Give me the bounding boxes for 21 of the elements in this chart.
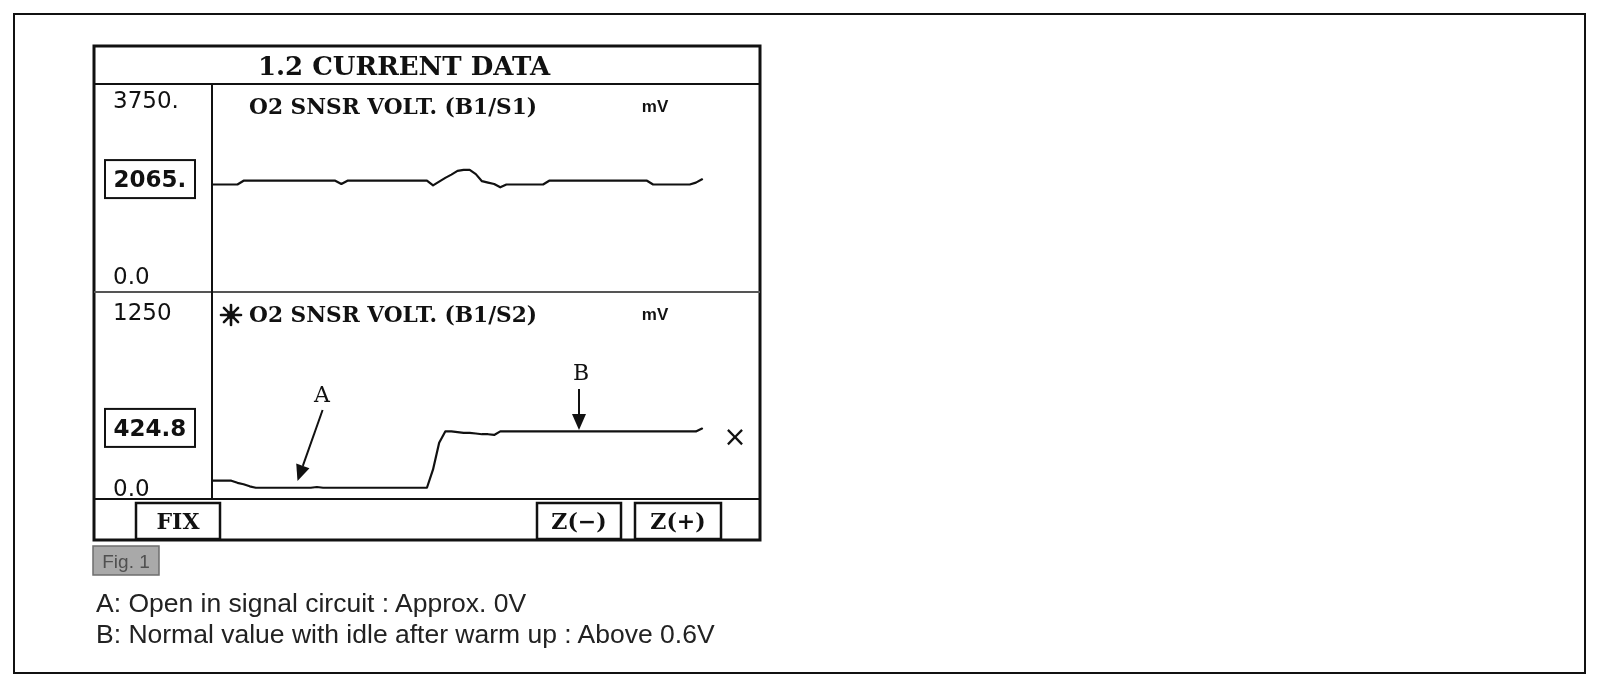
text: ×	[723, 419, 747, 453]
y-tick-label: 1250	[113, 298, 172, 325]
y-tick-label: 0.0	[113, 263, 150, 290]
caption: Fig. 1	[102, 550, 150, 572]
text: FIX	[156, 508, 201, 534]
y-tick-label: 424.8	[113, 414, 187, 441]
text: O2 SNSR VOLT. (B1/S1)	[249, 94, 538, 119]
y-axis-title: mV	[641, 304, 669, 324]
chart-title: 1.2 CURRENT DATA	[257, 51, 551, 81]
line-series	[211, 168, 704, 189]
text: B: Normal value with idle after warm up : Above 0.6V	[96, 619, 715, 649]
text: Z(+)	[650, 508, 706, 534]
annotation: A	[313, 381, 332, 407]
y-axis-title: mV	[641, 96, 669, 116]
y-tick-label: 3750.	[113, 86, 179, 113]
y-tick-label: 0.0	[113, 474, 150, 501]
annotation: B	[572, 359, 590, 385]
text: A: Open in signal circuit : Approx. 0V	[96, 588, 527, 618]
legend-label: O2 SNSR VOLT. (B1/S2)	[249, 302, 538, 327]
y-tick-label: 2065.	[113, 166, 187, 193]
text: Z(−)	[551, 508, 607, 534]
